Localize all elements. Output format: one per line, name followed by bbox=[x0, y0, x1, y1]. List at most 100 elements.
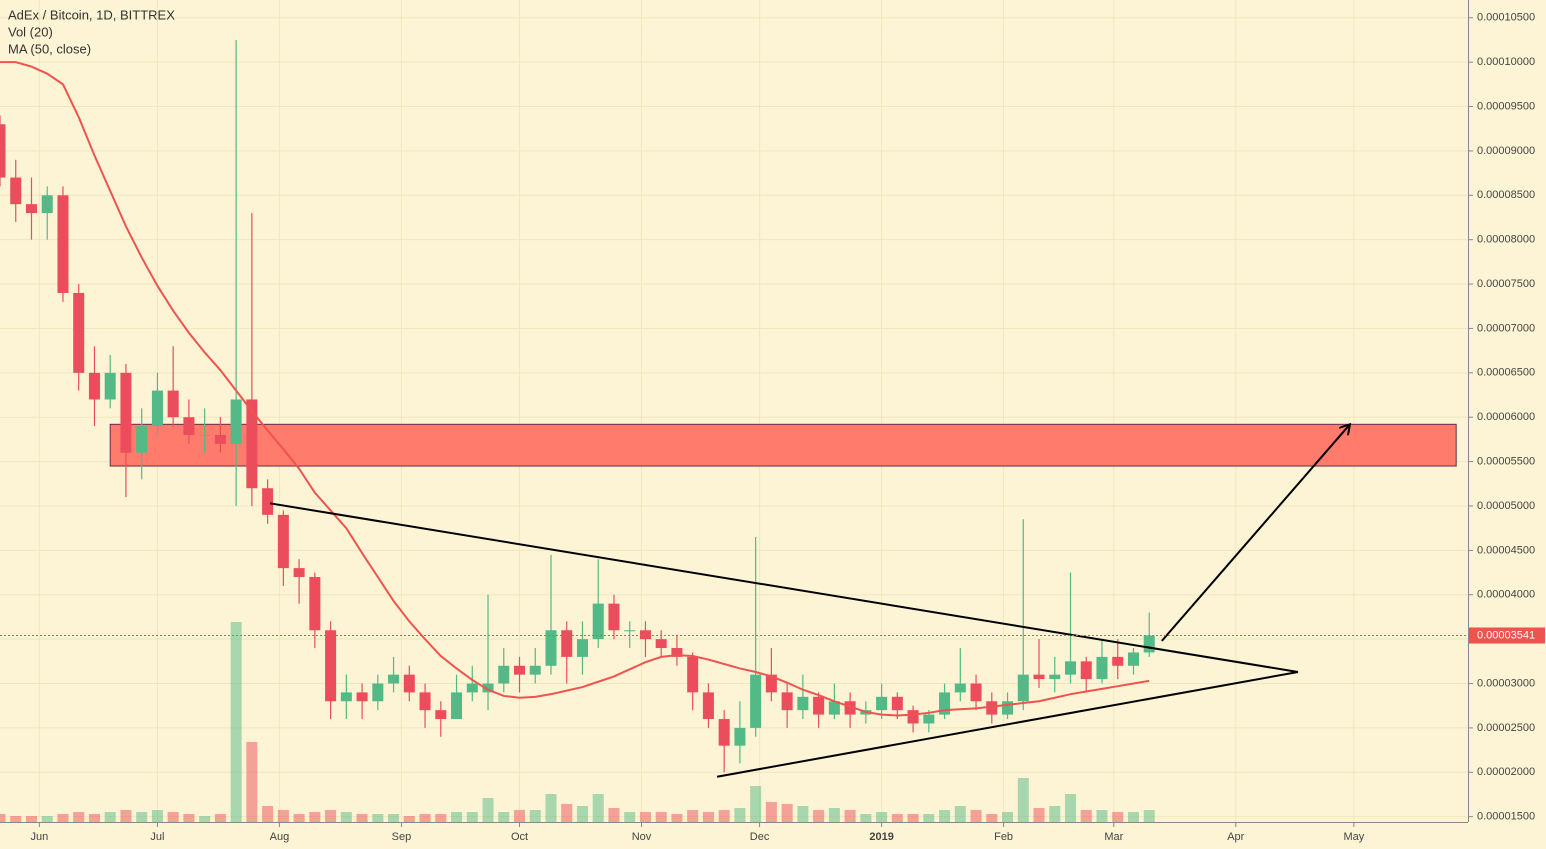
ma-line bbox=[0, 61, 1150, 717]
volume-bar bbox=[608, 808, 620, 822]
y-tick-label: 0.00008500 bbox=[1477, 189, 1535, 201]
volume-bar bbox=[309, 812, 321, 822]
candle-body bbox=[813, 696, 825, 715]
candle-body bbox=[403, 674, 415, 693]
volume-bar bbox=[151, 810, 163, 822]
candle-body bbox=[388, 674, 400, 684]
candle-body bbox=[1127, 652, 1139, 666]
candle-body bbox=[88, 372, 100, 400]
candle-body bbox=[1064, 661, 1077, 675]
candle-body bbox=[120, 372, 132, 453]
candle-body bbox=[702, 692, 714, 720]
candle-body bbox=[73, 292, 85, 373]
volume-bar bbox=[262, 806, 274, 822]
candle-body bbox=[781, 692, 793, 711]
y-tick-label: 0.00006000 bbox=[1477, 411, 1535, 423]
volume-bar bbox=[891, 814, 903, 822]
volume-bar bbox=[73, 812, 85, 822]
projection-arrow bbox=[1161, 424, 1350, 642]
volume-bar bbox=[277, 810, 289, 822]
candle-body bbox=[687, 656, 699, 693]
candle-body bbox=[183, 417, 195, 435]
y-tick-label: 0.00005000 bbox=[1477, 500, 1535, 512]
candle-body bbox=[262, 488, 274, 515]
volume-bar bbox=[624, 812, 636, 822]
candle-body bbox=[57, 195, 69, 293]
candle-body bbox=[561, 630, 573, 657]
volume-bar bbox=[986, 814, 998, 822]
chart-title: AdEx / Bitcoin, 1D, BITTREX bbox=[8, 7, 175, 22]
volume-bar bbox=[230, 622, 242, 822]
x-tick-label: Jul bbox=[150, 831, 164, 843]
last-price-box bbox=[1469, 627, 1545, 644]
x-tick-label: May bbox=[1343, 831, 1364, 843]
candle-body bbox=[451, 692, 463, 720]
candle-body bbox=[718, 719, 730, 746]
x-tick-label: Nov bbox=[632, 831, 652, 843]
volume-bar bbox=[576, 806, 588, 822]
volume-bar bbox=[183, 814, 195, 822]
candle-body bbox=[844, 701, 856, 715]
y-tick-label: 0.00001500 bbox=[1477, 811, 1535, 823]
volume-bar bbox=[718, 810, 730, 822]
candle-body bbox=[671, 648, 683, 657]
x-tick-label: Sep bbox=[392, 831, 412, 843]
y-tick-label: 0.00010500 bbox=[1477, 12, 1535, 24]
x-tick-label: Feb bbox=[994, 831, 1013, 843]
volume-bar bbox=[860, 814, 872, 822]
volume-bar bbox=[41, 816, 53, 822]
candle-body bbox=[1080, 661, 1092, 680]
resistance-zone bbox=[109, 423, 1457, 467]
volume-bar bbox=[797, 806, 809, 822]
candle-body bbox=[876, 696, 888, 711]
candle-body bbox=[765, 674, 777, 693]
candle-body bbox=[419, 692, 431, 711]
legend-ma: MA (50, close) bbox=[8, 41, 91, 56]
x-tick-label: Dec bbox=[750, 831, 770, 843]
volume-bar bbox=[687, 810, 699, 822]
candle-body bbox=[10, 177, 22, 205]
candle-body bbox=[954, 683, 966, 693]
candle-body bbox=[466, 683, 478, 693]
volume-bar bbox=[1002, 812, 1014, 822]
volume-bar bbox=[214, 814, 226, 822]
volume-bar bbox=[435, 814, 447, 822]
volume-bar bbox=[1096, 810, 1108, 822]
volume-bar bbox=[513, 810, 526, 822]
volume-bar bbox=[844, 810, 856, 822]
candle-body bbox=[435, 710, 447, 720]
volume-bar bbox=[466, 812, 478, 822]
volume-bar bbox=[1127, 812, 1139, 822]
candle-body bbox=[199, 434, 211, 436]
volume-bar bbox=[592, 794, 604, 822]
volume-bar bbox=[25, 816, 37, 822]
volume-bar bbox=[1064, 794, 1077, 822]
x-tick-label: Apr bbox=[1227, 831, 1244, 843]
y-tick-label: 0.00004500 bbox=[1477, 544, 1535, 556]
volume-bar bbox=[545, 794, 557, 822]
volume-bar bbox=[765, 802, 777, 822]
volume-bar bbox=[57, 814, 69, 822]
candle-body bbox=[1112, 656, 1124, 666]
candle-body bbox=[25, 204, 37, 214]
candle-body bbox=[592, 603, 604, 640]
volume-bar bbox=[0, 814, 6, 822]
candle-body bbox=[907, 710, 919, 724]
candle-body bbox=[734, 727, 746, 746]
candle-body bbox=[655, 639, 667, 649]
y-tick-label: 0.00006500 bbox=[1477, 367, 1535, 379]
volume-bar bbox=[1080, 810, 1092, 822]
volume-bar bbox=[372, 814, 384, 822]
volume-bar bbox=[451, 812, 463, 822]
candle-body bbox=[340, 692, 352, 702]
volume-bar bbox=[482, 798, 494, 822]
candle-body bbox=[214, 434, 226, 444]
volume-bar bbox=[671, 814, 683, 822]
y-tick-label: 0.00002500 bbox=[1477, 722, 1535, 734]
volume-bar bbox=[907, 814, 919, 822]
candle-body bbox=[797, 696, 809, 711]
volume-bar bbox=[498, 812, 510, 822]
candle-body bbox=[513, 665, 526, 675]
volume-bar bbox=[388, 814, 400, 822]
